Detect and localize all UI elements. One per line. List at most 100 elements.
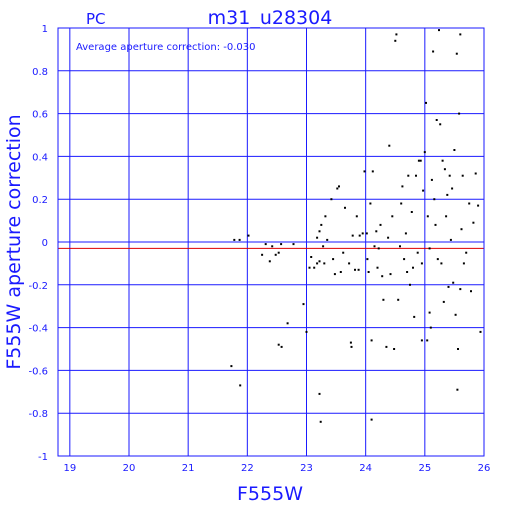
plot-frame <box>57 27 485 457</box>
data-point <box>394 39 397 42</box>
data-point <box>338 185 340 188</box>
x-tick-label: 20 <box>123 463 136 474</box>
data-point <box>451 187 454 190</box>
data-point <box>435 119 438 121</box>
x-tick-label: 22 <box>241 463 254 474</box>
data-point <box>319 420 322 423</box>
data-point <box>426 339 429 342</box>
data-point <box>342 251 345 254</box>
axes-frame <box>57 27 485 457</box>
y-tick-label: -0.8 <box>28 409 48 420</box>
data-point <box>415 174 417 177</box>
data-point <box>456 388 459 391</box>
data-point <box>316 236 319 239</box>
data-point <box>470 290 472 293</box>
y-tick-label: -0.2 <box>28 281 48 292</box>
x-tick-label: 24 <box>359 463 372 474</box>
data-point <box>387 236 390 239</box>
x-tick-label: 21 <box>182 463 195 474</box>
data-point <box>409 283 411 286</box>
data-point <box>351 234 354 237</box>
data-point <box>454 313 457 316</box>
data-point <box>404 232 407 235</box>
data-point <box>371 170 374 173</box>
data-point <box>261 253 264 256</box>
data-point <box>441 159 444 162</box>
data-point <box>445 215 448 218</box>
data-point <box>432 50 435 53</box>
data-point <box>477 204 480 207</box>
data-point <box>370 418 373 421</box>
data-point <box>264 243 267 246</box>
data-point <box>365 232 368 235</box>
y-tick-label: -1 <box>38 452 48 463</box>
data-point <box>434 223 437 226</box>
data-point <box>422 189 425 192</box>
data-point <box>302 303 305 306</box>
data-point <box>400 202 403 205</box>
data-point <box>472 221 475 224</box>
data-point <box>395 33 398 36</box>
data-point <box>366 258 369 261</box>
data-point <box>361 232 364 235</box>
data-point <box>230 365 233 368</box>
data-point <box>381 275 384 278</box>
data-point <box>247 234 250 237</box>
data-point <box>320 223 323 226</box>
data-point <box>433 198 436 201</box>
data-point <box>376 266 379 269</box>
data-point <box>447 285 450 288</box>
data-point <box>412 266 414 269</box>
data-point <box>322 245 325 248</box>
data-point <box>389 273 392 276</box>
data-point <box>305 330 308 333</box>
data-point <box>385 345 388 348</box>
grid-lines <box>58 27 485 457</box>
data-point <box>239 384 242 387</box>
data-point <box>358 234 361 237</box>
data-point <box>436 258 439 261</box>
data-point <box>274 253 277 256</box>
average-annotation: Average aperture correction: -0.030 <box>76 42 256 53</box>
data-point <box>382 298 385 301</box>
corner-label: PC <box>86 10 106 28</box>
data-point <box>459 33 462 36</box>
data-point <box>318 392 321 395</box>
data-point <box>233 238 236 241</box>
data-point <box>373 245 376 248</box>
data-point <box>318 260 321 263</box>
data-point <box>406 271 409 273</box>
y-tick-label: 0 <box>42 238 48 249</box>
y-axis-label: F555W aperture correction <box>3 114 25 369</box>
data-point <box>268 260 271 263</box>
data-point <box>326 238 329 241</box>
data-point <box>442 300 445 303</box>
data-point <box>310 256 313 258</box>
data-point <box>344 206 346 209</box>
data-points <box>230 29 482 423</box>
data-point <box>336 187 339 190</box>
data-point <box>420 339 423 342</box>
data-point <box>339 271 342 273</box>
data-point <box>271 245 274 248</box>
data-point <box>375 230 378 233</box>
y-tick-label: 1 <box>42 24 48 35</box>
data-point <box>379 223 382 226</box>
data-point <box>462 262 465 265</box>
x-tick-label: 19 <box>63 463 76 474</box>
data-point <box>370 339 373 342</box>
data-point <box>316 262 319 265</box>
data-point <box>419 159 422 162</box>
x-tick-label: 26 <box>478 463 491 474</box>
data-point <box>413 315 416 318</box>
data-point <box>428 247 431 250</box>
data-point <box>474 172 477 175</box>
chart-title: m31_u28304 <box>208 7 333 29</box>
data-point <box>280 345 283 348</box>
data-point <box>397 298 400 301</box>
y-tick-label: -0.6 <box>28 366 48 377</box>
data-point <box>238 238 241 241</box>
data-point <box>426 215 429 218</box>
data-point <box>465 251 468 254</box>
